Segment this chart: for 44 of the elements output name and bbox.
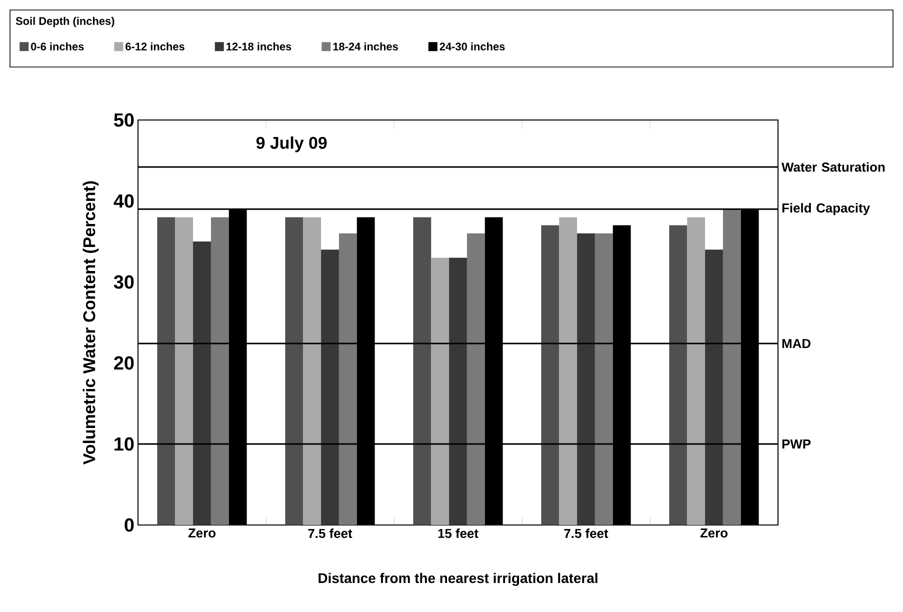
legend-label: 24-30 inches [440, 42, 505, 50]
x-tick-label: 15 feet [438, 528, 478, 538]
bar [466, 233, 485, 525]
x-tick-label: 7.5 feet [564, 528, 608, 538]
bar [321, 250, 339, 525]
ref-line-label: PWP [782, 440, 811, 448]
y-tick-label: 10 [114, 437, 134, 451]
bar [594, 233, 613, 525]
bar [413, 217, 432, 525]
legend-label: 6-12 inches [126, 42, 184, 50]
y-tick-label: 20 [114, 356, 134, 370]
bar [577, 233, 595, 525]
y-tick-label: 30 [114, 275, 134, 289]
bar [338, 233, 357, 525]
ref-line-label: Field Capacity [782, 203, 870, 216]
x-tick-label: 7.5 feet [308, 528, 352, 538]
legend-label: 18-24 inches [333, 42, 398, 50]
bar [559, 217, 578, 525]
bar [285, 217, 304, 525]
bar [431, 258, 450, 525]
legend-label: 0-6 inches [31, 42, 84, 50]
y-tick-label: 0 [124, 518, 134, 532]
annotation: 9 July 09 [256, 136, 327, 152]
bar [705, 250, 723, 525]
bar [669, 225, 688, 525]
y-axis-title: Volumetric Water Content (Percent) [82, 181, 99, 464]
legend-label: 12-18 inches [226, 42, 292, 50]
bar [193, 241, 211, 525]
bar [722, 209, 741, 525]
bar [449, 258, 467, 525]
y-tick-label: 40 [114, 194, 134, 208]
bar [210, 217, 229, 525]
bar [303, 217, 322, 525]
x-axis-title: Distance from the nearest irrigation lateral [318, 572, 598, 586]
bar [157, 217, 176, 525]
x-tick-label: Zero [188, 528, 216, 538]
bar [175, 217, 194, 525]
ref-line-label: Water Saturation [782, 162, 885, 172]
x-tick-label: Zero [700, 528, 728, 538]
ref-line-label: MAD [782, 339, 810, 348]
bar [687, 217, 706, 525]
bar [541, 225, 560, 525]
legend-title: Soil Depth (inches) [16, 16, 114, 28]
y-tick-label: 50 [114, 113, 134, 127]
